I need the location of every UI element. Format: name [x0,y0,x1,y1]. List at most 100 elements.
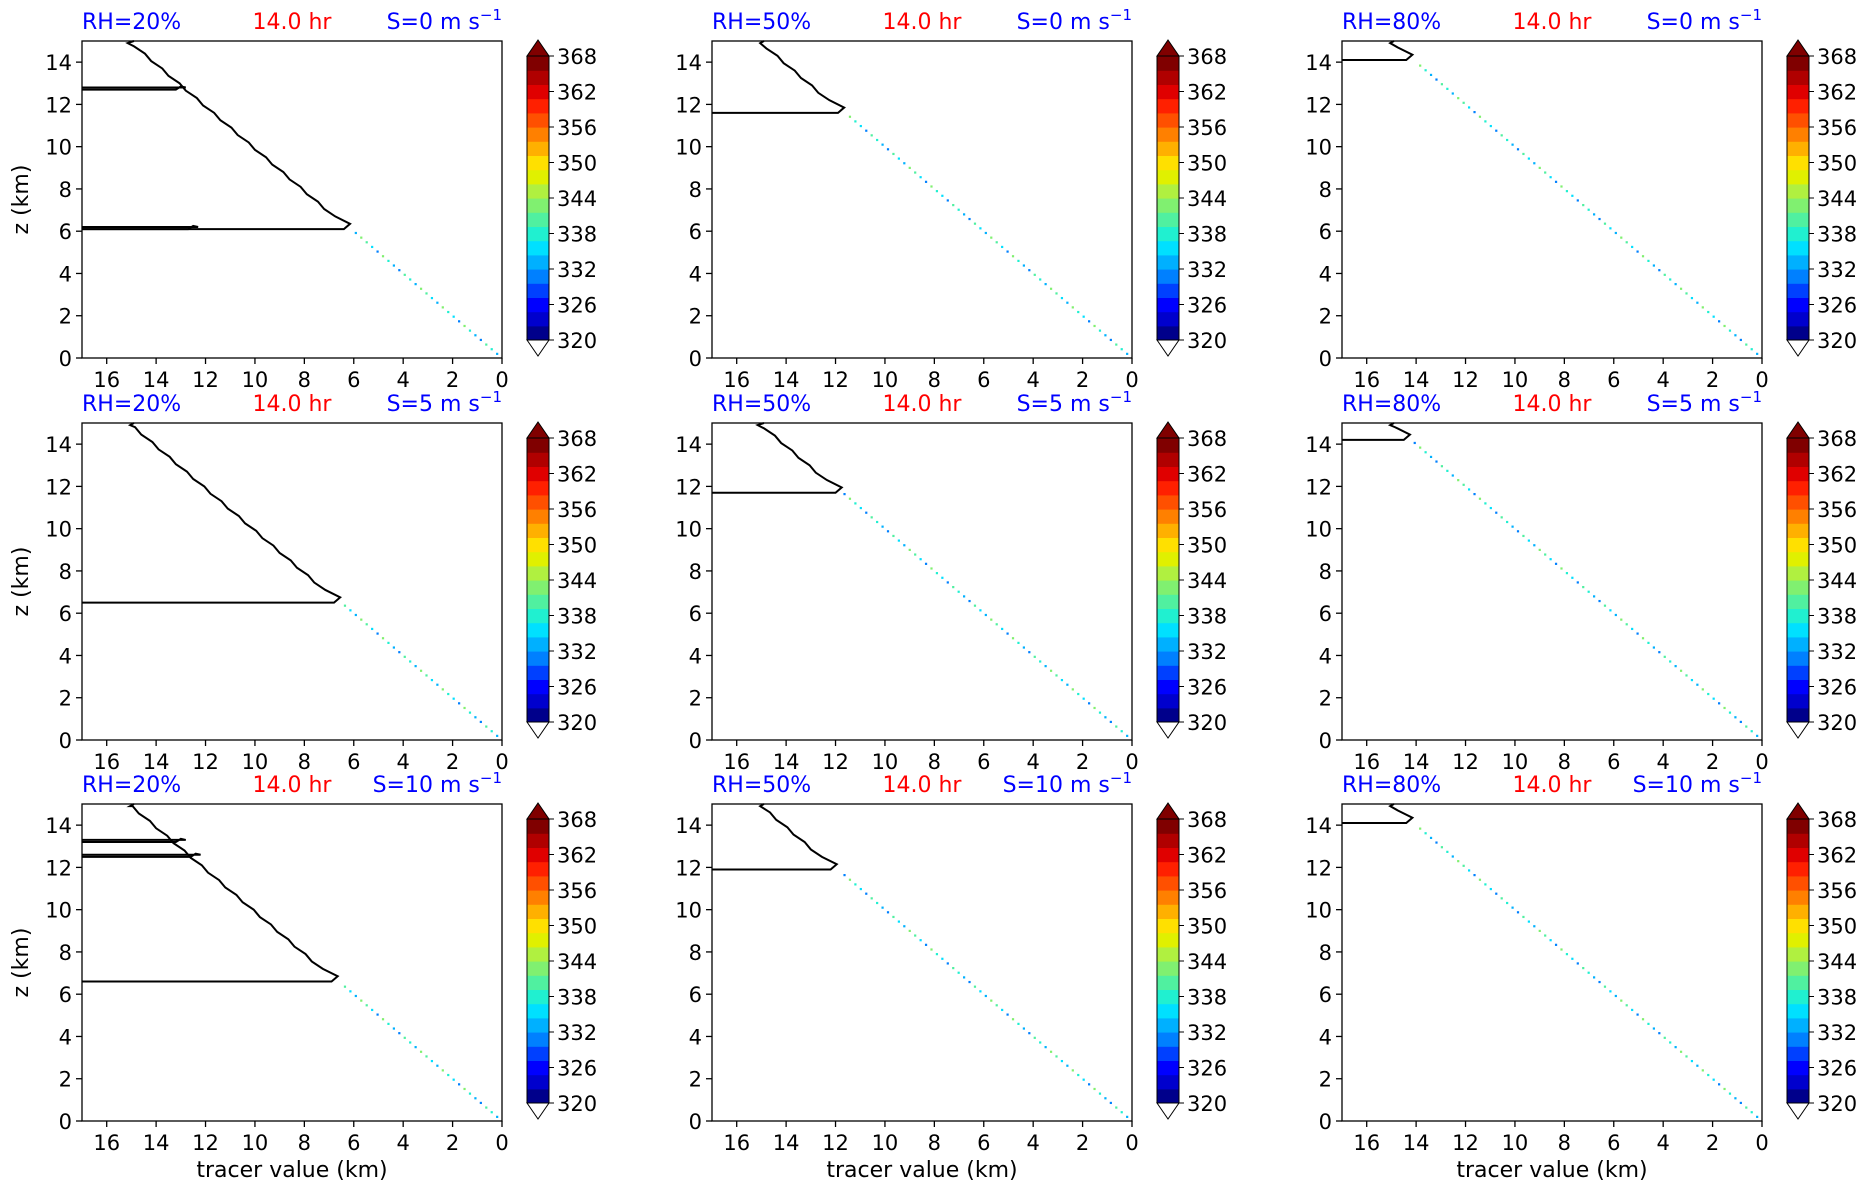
colorbar-swatch [1787,240,1809,256]
colorbar-swatch [1157,254,1179,270]
x-tick-label: 16 [1353,368,1380,392]
tracer-point [1473,493,1476,496]
title-right-exponent: −1 [1110,388,1132,406]
colorbar-tick-label: 356 [1187,498,1227,522]
tracer-point [876,138,879,142]
tracer-point [1571,576,1574,579]
colorbar-swatch [1157,608,1179,624]
tracer-point [1658,651,1661,654]
y-tick-label: 4 [1319,644,1332,668]
colorbar-swatch [1787,169,1809,185]
colorbar-swatch [527,1074,549,1090]
x-tick-label: 16 [93,368,120,392]
tracer-point [1739,338,1742,342]
tracer-point [1593,595,1596,598]
colorbar-tick-label: 350 [557,915,597,939]
contour-line [82,422,342,604]
tracer-point [496,1115,499,1118]
contour-tongue [82,224,199,231]
y-axis-label: z (km) [9,928,34,998]
x-tick-label: 0 [495,1131,508,1155]
tracer-point [1071,1069,1074,1072]
colorbar-swatch [527,833,549,848]
tracer-point [354,994,357,998]
tracer-point [1044,283,1047,286]
colorbar-tick-label: 350 [557,152,597,176]
y-tick-label: 10 [45,518,72,542]
colorbar-swatch [527,932,549,948]
axes-frame [1341,40,1763,359]
colorbar-swatch [1787,707,1809,723]
colorbar-tick-label: 344 [557,187,597,211]
tracer-point [1685,674,1688,677]
tracer-point [360,999,363,1002]
colorbar-tick-label: 332 [557,640,597,664]
colorbar-tick-label: 356 [1817,498,1857,522]
x-tick-label: 10 [1502,750,1529,774]
tracer-point [897,539,900,542]
tracer-point [1609,227,1612,230]
subplot-8: 16 14 12 10 8 6 4 2 0 0 2 4 6 8 10 12 14 RH=50% 14.0 hr S=1… [675,769,1227,1183]
tracer-point [1663,655,1666,658]
colorbar-swatch [1787,480,1809,496]
y-tick-label: 10 [45,899,72,923]
colorbar-tick-label: 368 [1817,427,1857,451]
title-right-main: S=10 m s [1633,773,1740,798]
y-tick-label: 0 [59,1110,72,1134]
tracer-point [371,1008,374,1012]
subplot-9: 16 14 12 10 8 6 4 2 0 0 2 4 6 8 10 12 14 RH=80% 14.0 hr S=1… [1305,769,1857,1183]
x-tick-label: 6 [977,368,990,392]
tracer-point [376,632,379,635]
contour-line [1342,40,1415,62]
tracer-point [1582,585,1585,589]
colorbar-swatch [527,112,549,128]
title-right-main: S=0 m s [387,10,480,35]
tracer-point [1745,343,1748,346]
tracer-point [1538,166,1541,169]
tracer-point [854,502,857,505]
tracer-point [1478,878,1482,881]
tracer-point [963,976,966,979]
tracer-point [843,493,846,496]
tracer-point [1506,520,1509,524]
title-center: 14.0 hr [883,10,963,35]
tracer-point [1115,725,1118,728]
colorbar-tick-label: 344 [1817,569,1857,593]
colorbar-swatch [1787,466,1809,482]
tracer-point [919,939,922,942]
x-axis-label: tracer value (km) [196,1158,387,1183]
y-tick-label: 10 [45,136,72,160]
x-tick-label: 10 [242,750,269,774]
x-tick-label: 0 [1125,1131,1138,1155]
tracer-point [1631,627,1634,631]
y-tick-label: 4 [689,644,702,668]
y-tick-label: 4 [1319,1025,1332,1049]
tracer-point [1571,194,1574,197]
tracer-point [1712,315,1715,318]
tracer-point [1723,324,1726,328]
tracer-point [1582,966,1585,970]
tracer-point [1598,599,1601,603]
tracer-point [1511,143,1514,146]
colorbar-tick-label: 356 [1817,879,1857,903]
tracer-point [919,558,922,561]
tracer-point [1484,120,1487,123]
colorbar-swatch [1787,1046,1809,1061]
colorbar-swatch [1787,452,1809,467]
tracer-point [403,273,406,276]
colorbar-swatch [1787,1032,1809,1047]
colorbar-swatch [527,127,549,142]
colorbar-swatch [527,1017,549,1033]
colorbar-swatch [1787,819,1809,834]
tracer-point [1413,441,1416,445]
colorbar-swatch [1157,989,1179,1005]
x-tick-label: 10 [872,1131,899,1155]
colorbar-tick-label: 332 [1817,258,1857,282]
colorbar-swatch [1157,56,1179,71]
colorbar-swatch [527,946,549,962]
tracer-point [1055,674,1058,677]
tracer-point [1701,688,1704,691]
tracer-point [1093,1087,1096,1091]
tracer-point [365,241,368,244]
tracer-point [387,641,390,644]
